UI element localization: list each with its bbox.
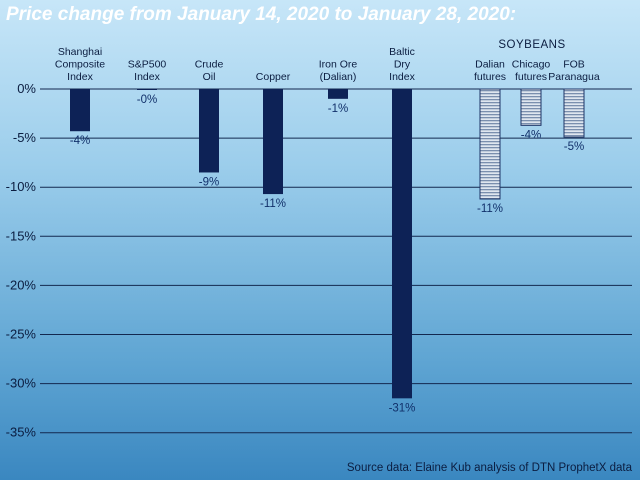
bar [520,88,542,126]
bar [328,89,348,99]
bar [479,88,501,200]
category-label: (Dalian) [320,71,357,83]
value-label: -0% [137,94,157,106]
category-label: Shanghai [58,46,102,58]
category-label: Composite [55,59,105,71]
category-label: Paranagua [548,71,600,83]
category-label: S&P500 [128,59,167,71]
value-label: -11% [477,203,503,215]
y-axis-ticks: 0% -5% -10% -15% -20% -25% -30% -35% [6,81,37,440]
value-label: -4% [521,129,541,141]
y-tick-label: -25% [6,327,37,342]
category-label: Index [134,71,160,83]
y-tick-label: -5% [13,130,37,145]
category-label: futures [515,71,547,83]
chart-title: Price change from January 14, 2020 to Ja… [6,4,517,25]
bar [392,89,412,399]
value-label: -1% [328,103,348,115]
category-label: Copper [256,71,291,83]
value-label: -11% [260,198,286,210]
category-label: FOB [563,59,585,71]
y-tick-label: -20% [6,277,37,292]
category-label: Baltic [389,46,415,58]
value-label: -4% [70,135,90,147]
value-label: -5% [564,141,584,153]
y-tick-label: -35% [6,425,37,440]
category-label: Dalian [475,59,505,71]
source-note: Source data: Elaine Kub analysis of DTN … [346,462,632,474]
category-label: Index [67,71,93,83]
bar [137,89,157,90]
gridlines [40,88,632,434]
value-label: -31% [389,402,416,414]
soybeans-group-label: SOYBEANS [498,39,565,51]
value-label: -9% [199,176,219,188]
category-label: Chicago [512,59,551,71]
category-label: Index [389,71,415,83]
bar [263,89,283,195]
category-label: Crude [195,59,224,71]
bars [70,88,585,399]
bar [70,89,90,132]
bar [199,89,219,173]
category-label: Dry [394,59,411,71]
y-tick-label: -30% [6,376,37,391]
category-labels: ShanghaiCompositeIndexS&P500IndexCrudeOi… [55,46,600,83]
value-labels: -4% -0% -9% -11% -1% -31% -11% -4% -5% [70,94,584,414]
category-label: futures [474,71,506,83]
category-label: Iron Ore [319,59,358,71]
bar [563,88,585,138]
y-tick-label: 0% [17,81,36,96]
y-tick-label: -15% [6,228,37,243]
y-tick-label: -10% [6,179,37,194]
category-label: Oil [203,71,216,83]
